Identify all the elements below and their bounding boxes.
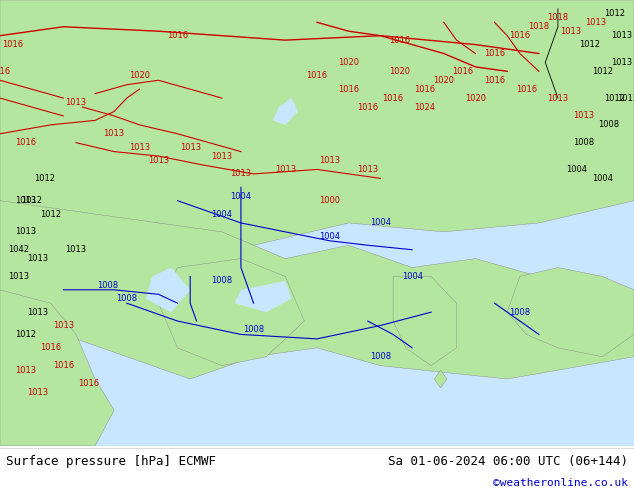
Text: 1004: 1004 [592, 174, 613, 183]
Text: 1013: 1013 [179, 143, 201, 151]
Text: 1004: 1004 [401, 272, 423, 281]
Text: 1016: 1016 [389, 36, 410, 45]
Text: 1016: 1016 [53, 361, 74, 370]
Text: 1000: 1000 [319, 196, 340, 205]
Text: 1024: 1024 [414, 102, 436, 112]
Text: 1013: 1013 [547, 94, 569, 102]
Text: 1013: 1013 [148, 156, 169, 165]
Text: 1013: 1013 [65, 245, 87, 254]
Polygon shape [158, 259, 304, 366]
Text: 1016: 1016 [338, 85, 359, 94]
Text: 1004: 1004 [211, 210, 233, 219]
Text: 1012: 1012 [34, 174, 55, 183]
Text: 1013: 1013 [275, 165, 296, 174]
Text: 1018: 1018 [528, 22, 550, 31]
Text: 1016: 1016 [306, 72, 328, 80]
Text: Sa 01-06-2024 06:00 UTC (06+144): Sa 01-06-2024 06:00 UTC (06+144) [387, 455, 628, 468]
Text: 1012: 1012 [604, 9, 626, 18]
Text: 1013: 1013 [611, 58, 632, 67]
Polygon shape [393, 276, 456, 366]
Text: 1012: 1012 [579, 40, 600, 49]
Text: 1020: 1020 [389, 67, 410, 76]
Text: 1020: 1020 [465, 94, 486, 102]
Text: 1013: 1013 [585, 18, 607, 27]
Text: 1013: 1013 [617, 94, 634, 102]
Polygon shape [507, 268, 634, 357]
Text: 1008: 1008 [211, 276, 233, 285]
Text: 1016: 1016 [40, 343, 61, 352]
Text: 1008: 1008 [243, 325, 264, 335]
Text: 1016: 1016 [382, 94, 404, 102]
Text: 1013: 1013 [103, 129, 125, 138]
Text: 1018: 1018 [547, 13, 569, 23]
Text: 1013: 1013 [573, 111, 594, 121]
Text: 1020: 1020 [129, 72, 150, 80]
Text: 1016: 1016 [515, 85, 537, 94]
Text: 1016: 1016 [167, 31, 188, 40]
Text: 1016: 1016 [452, 67, 474, 76]
Text: 1013: 1013 [65, 98, 87, 107]
Polygon shape [146, 268, 190, 312]
Text: 1013: 1013 [53, 321, 74, 330]
Text: 1012: 1012 [15, 330, 36, 339]
Text: 1004: 1004 [566, 165, 588, 174]
Text: 1013: 1013 [8, 272, 30, 281]
Text: 1016: 1016 [2, 40, 23, 49]
Text: 1013: 1013 [15, 227, 36, 236]
Text: 1013: 1013 [611, 31, 632, 40]
Text: 1013: 1013 [319, 156, 340, 165]
Text: 1013: 1013 [357, 165, 378, 174]
Text: 1004: 1004 [370, 219, 391, 227]
Text: 1020: 1020 [338, 58, 359, 67]
Text: 1016: 1016 [78, 379, 100, 388]
Text: 1012: 1012 [40, 210, 61, 219]
Text: 1013: 1013 [560, 27, 581, 36]
Text: 1013: 1013 [27, 388, 49, 397]
Text: 1008: 1008 [509, 308, 531, 317]
Text: 1004: 1004 [319, 232, 340, 241]
Text: 1012: 1012 [21, 196, 42, 205]
Text: 1016: 1016 [484, 76, 505, 85]
Text: 1013: 1013 [15, 366, 36, 374]
Text: 1008: 1008 [116, 294, 138, 303]
Text: ©weatheronline.co.uk: ©weatheronline.co.uk [493, 478, 628, 489]
Text: 1008: 1008 [573, 138, 594, 147]
Text: Surface pressure [hPa] ECMWF: Surface pressure [hPa] ECMWF [6, 455, 216, 468]
Text: 1042: 1042 [8, 245, 30, 254]
Polygon shape [0, 201, 634, 379]
Text: 1016: 1016 [0, 67, 11, 76]
Text: 1016: 1016 [414, 85, 436, 94]
Text: 1013: 1013 [211, 151, 233, 161]
Text: 1016: 1016 [484, 49, 505, 58]
Text: 1008: 1008 [97, 281, 119, 290]
Text: 1013: 1013 [129, 143, 150, 151]
Text: 1012: 1012 [592, 67, 613, 76]
Polygon shape [0, 290, 114, 446]
Text: 1008: 1008 [598, 121, 619, 129]
Text: 1016: 1016 [15, 138, 36, 147]
Text: 1016: 1016 [357, 102, 378, 112]
Polygon shape [273, 98, 298, 125]
Text: 1004: 1004 [230, 192, 252, 201]
Text: 1013: 1013 [27, 308, 49, 317]
Text: 1020: 1020 [433, 76, 455, 85]
Polygon shape [0, 0, 634, 245]
Text: 1013: 1013 [27, 254, 49, 263]
Text: 1013: 1013 [15, 196, 36, 205]
Polygon shape [434, 370, 447, 388]
Text: 1013: 1013 [230, 170, 252, 178]
Polygon shape [235, 281, 292, 312]
Text: 1016: 1016 [509, 31, 531, 40]
Text: 1008: 1008 [370, 352, 391, 361]
Text: 1012: 1012 [604, 94, 626, 102]
